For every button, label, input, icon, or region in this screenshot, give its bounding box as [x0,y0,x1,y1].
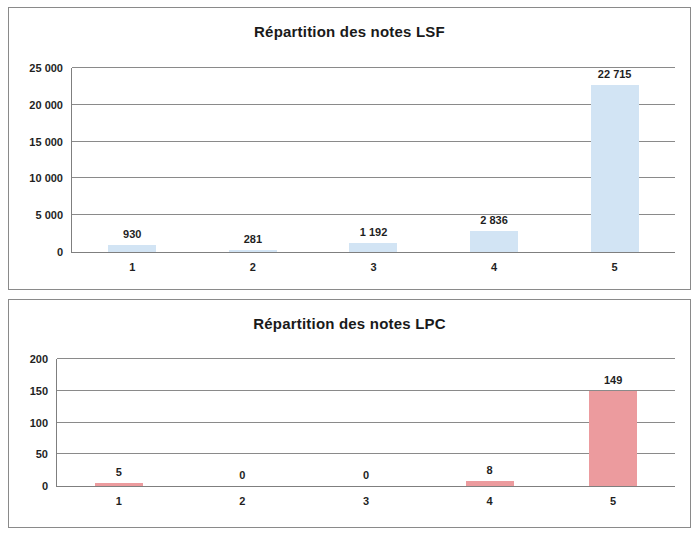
category-cell: 1 192 [313,68,434,252]
x-axis-labels: 12345 [57,496,675,507]
lsf-chart-title: Répartition des notes LSF [9,23,690,40]
x-axis-category-label: 5 [551,496,675,507]
x-axis-category-label: 1 [57,496,181,507]
bar-value-label: 8 [487,465,493,476]
y-axis-tick-label: 50 [36,449,48,460]
y-axis-tick-label: 20 000 [29,99,63,110]
y-axis-tick-label: 100 [30,417,48,428]
bar-note-2 [229,250,277,252]
bar-note-4 [470,231,518,252]
category-cell: 0 [304,359,428,486]
lsf-chart-card: Répartition des notes LSF 05 00010 00015… [8,7,691,290]
bar-note-1 [108,245,156,252]
category-cell: 281 [193,68,314,252]
x-axis-category-label: 4 [434,262,555,273]
x-axis-category-label: 5 [554,262,675,273]
category-cell: 0 [181,359,305,486]
bar-note-5 [591,85,639,252]
category-cell: 8 [428,359,552,486]
x-axis-category-label: 3 [304,496,428,507]
y-axis-tick-label: 200 [30,354,48,365]
bar-note-4 [466,481,514,486]
plot-cells: 5 0 0 8 149 [57,359,675,486]
category-cell: 149 [551,359,675,486]
plot-cells: 930 281 1 192 2 836 22 715 [72,68,675,252]
y-axis-tick-label: 15 000 [29,136,63,147]
y-axis-tick-label: 5 000 [35,210,63,221]
bar-value-label: 1 192 [360,227,388,238]
report-page: Répartition des notes LSF 05 00010 00015… [0,0,698,535]
x-axis-labels: 12345 [72,262,675,273]
y-axis-tick-label: 25 000 [29,63,63,74]
lsf-plot-area: 05 00010 00015 00020 00025 0009302811 19… [71,68,675,253]
category-cell: 2 836 [434,68,555,252]
bar-value-label: 930 [123,229,141,240]
y-axis-tick-label: 150 [30,385,48,396]
bar-value-label: 281 [244,234,262,245]
bar-value-label: 22 715 [598,69,632,80]
x-axis-category-label: 1 [72,262,193,273]
bar-value-label: 5 [116,467,122,478]
bar-note-1 [95,483,143,486]
lpc-plot-area: 050100150200500814912345 [56,359,675,487]
category-cell: 930 [72,68,193,252]
y-axis-tick-label: 10 000 [29,173,63,184]
x-axis-category-label: 4 [428,496,552,507]
y-axis-tick-label: 0 [57,247,63,258]
bar-value-label: 0 [363,470,369,481]
x-axis-category-label: 2 [181,496,305,507]
bar-value-label: 149 [604,375,622,386]
x-axis-category-label: 2 [193,262,314,273]
category-cell: 5 [57,359,181,486]
x-axis-category-label: 3 [313,262,434,273]
y-axis-tick-label: 0 [42,481,48,492]
lpc-chart-title: Répartition des notes LPC [9,315,690,332]
bar-value-label: 0 [239,470,245,481]
bar-note-3 [349,243,397,252]
category-cell: 22 715 [554,68,675,252]
bar-note-5 [589,391,637,486]
bar-value-label: 2 836 [480,215,508,226]
lpc-chart-card: Répartition des notes LPC 05010015020050… [8,299,691,528]
